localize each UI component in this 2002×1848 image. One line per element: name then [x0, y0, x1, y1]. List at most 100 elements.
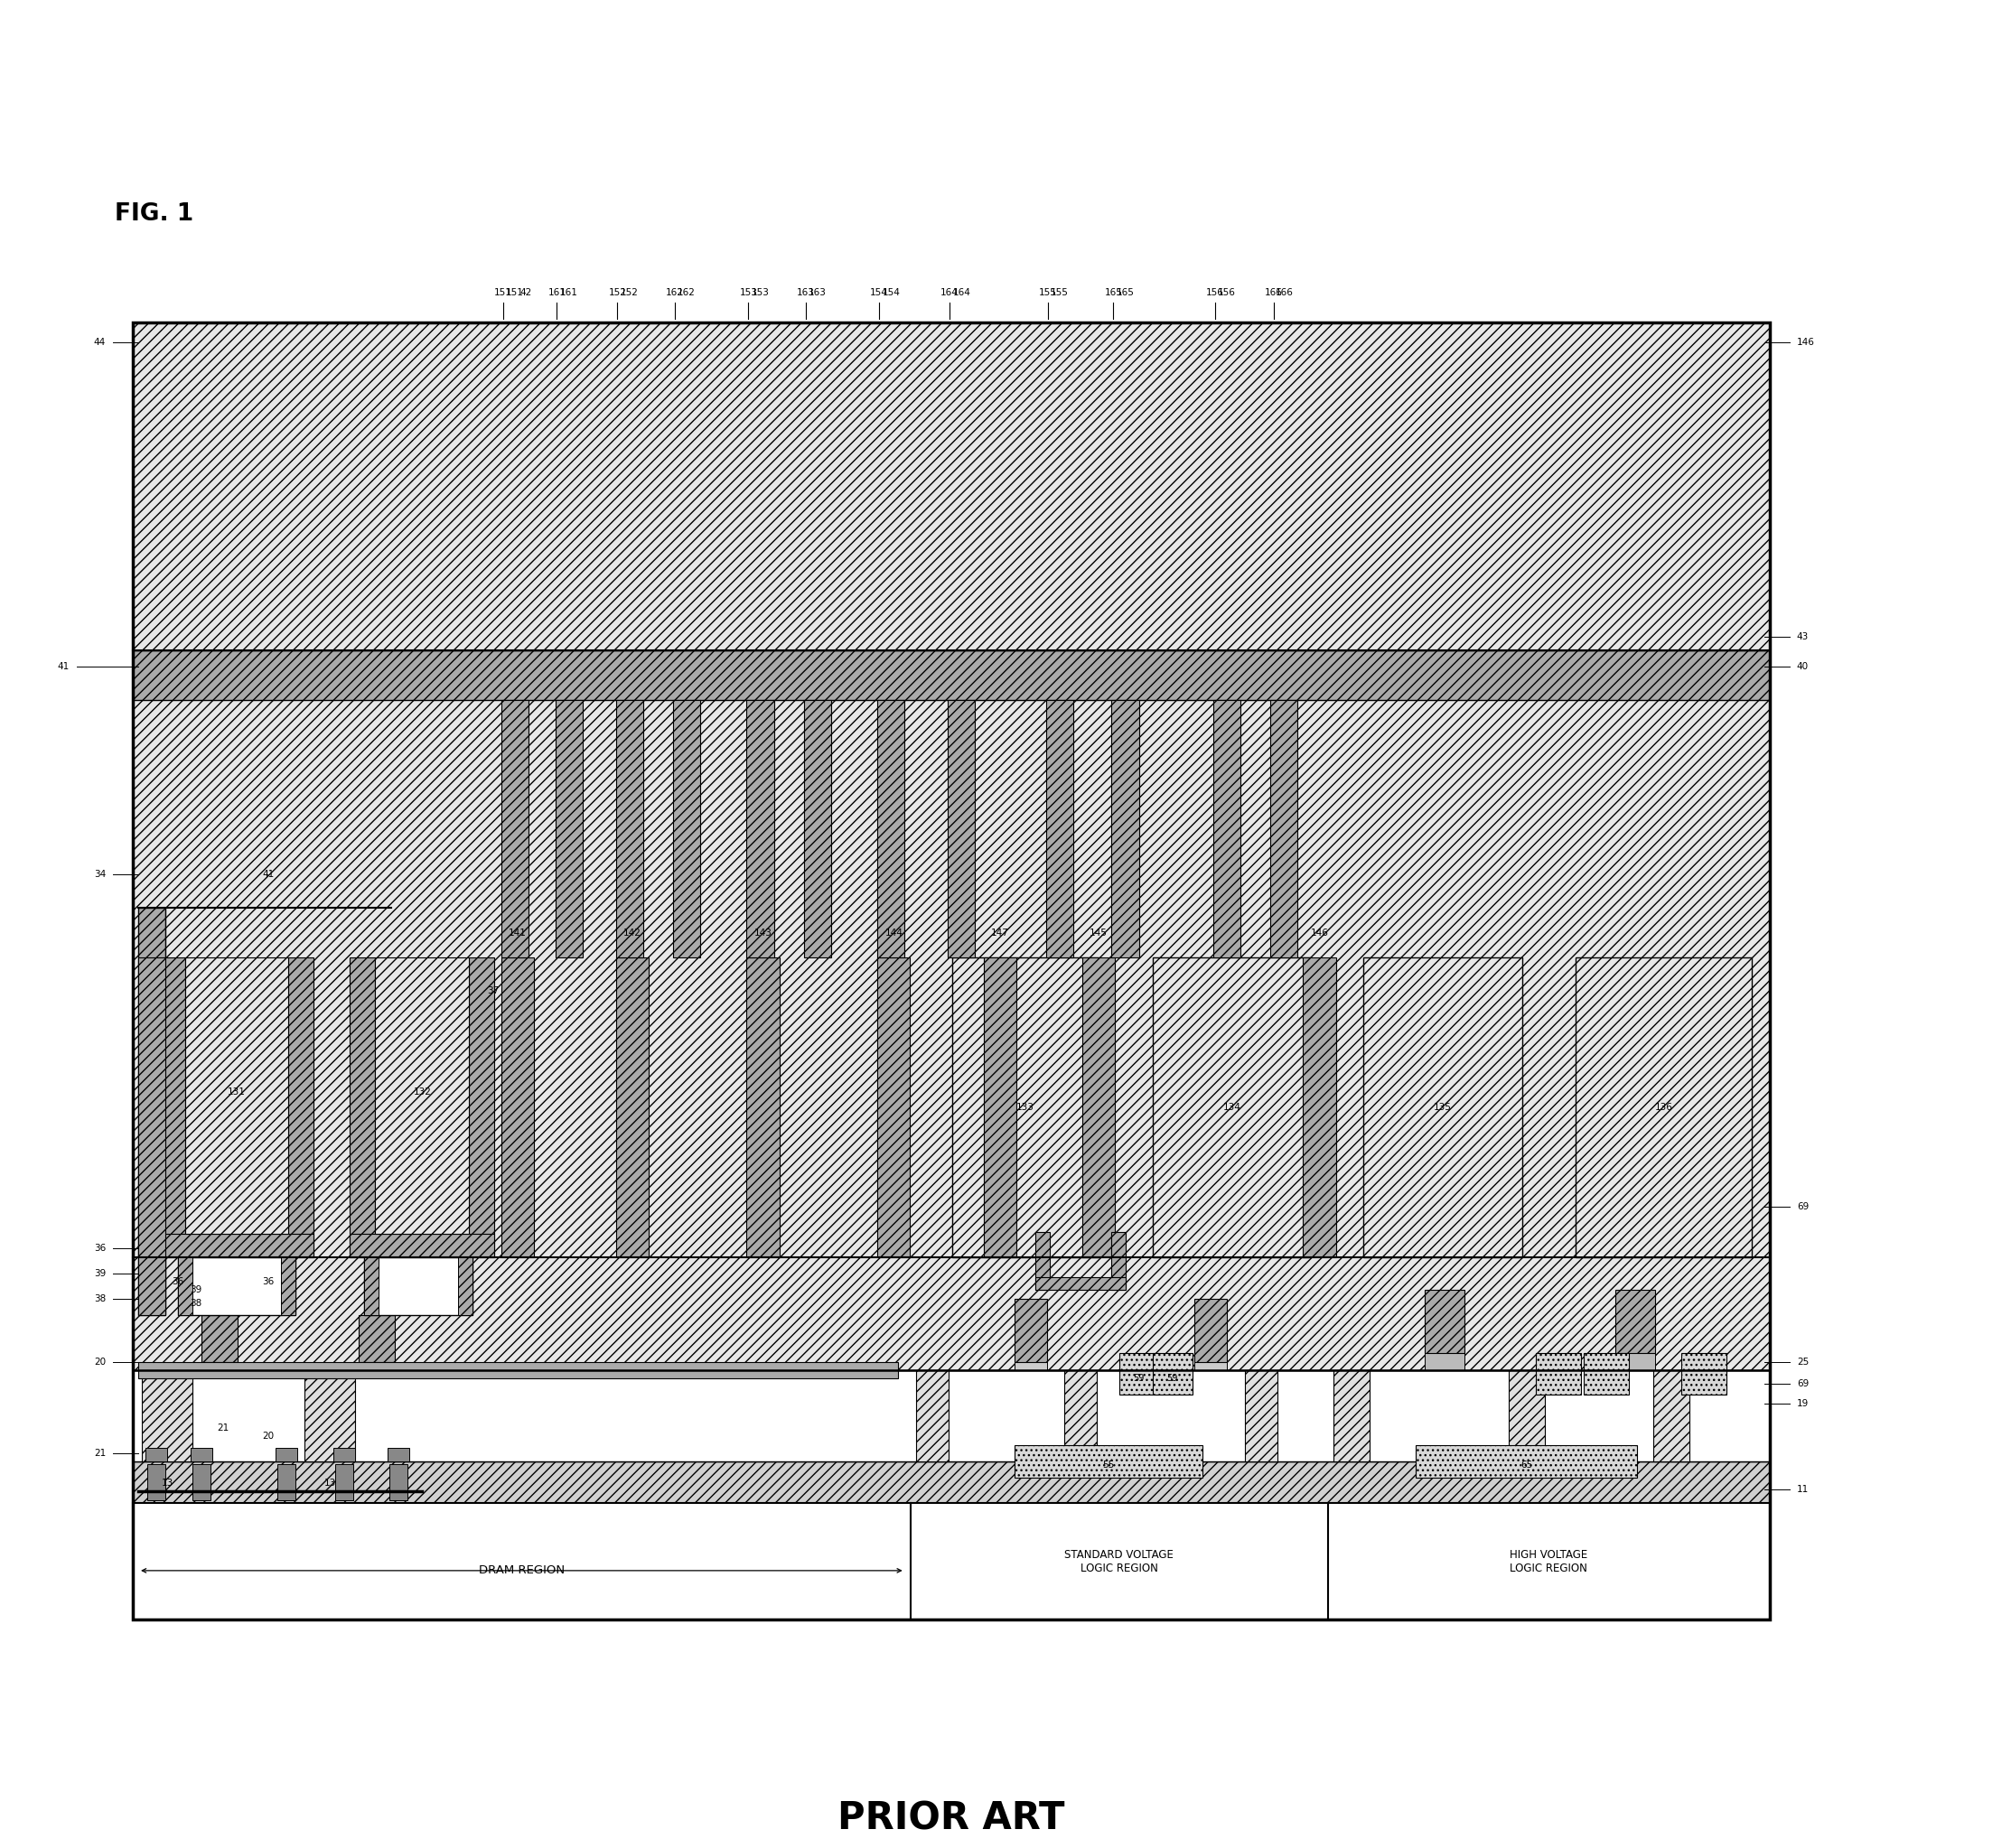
- Bar: [953, 957, 1099, 1257]
- Text: 34: 34: [94, 870, 106, 880]
- Text: 164: 164: [941, 288, 959, 298]
- Bar: [132, 322, 1770, 650]
- Text: 146: 146: [1311, 928, 1329, 937]
- Text: 161: 161: [549, 288, 567, 298]
- Bar: [276, 1449, 298, 1462]
- Text: 20: 20: [262, 1432, 274, 1441]
- Bar: [985, 957, 1017, 1257]
- Text: 152: 152: [621, 288, 639, 298]
- Bar: [1425, 1353, 1465, 1369]
- Text: 59: 59: [1167, 1373, 1177, 1382]
- Bar: [288, 957, 314, 1257]
- Text: PRIOR ART: PRIOR ART: [837, 1800, 1065, 1839]
- Bar: [1271, 700, 1297, 957]
- Bar: [1584, 1353, 1630, 1395]
- Text: 145: 145: [1089, 928, 1107, 937]
- Bar: [364, 1257, 378, 1316]
- Bar: [1153, 1353, 1193, 1395]
- Text: 153: 153: [751, 288, 769, 298]
- Text: DRAM REGION: DRAM REGION: [478, 1565, 565, 1576]
- Bar: [1510, 1369, 1546, 1462]
- Text: 155: 155: [1051, 288, 1069, 298]
- Text: 144: 144: [885, 928, 903, 937]
- Text: 152: 152: [609, 288, 627, 298]
- Text: 156: 156: [1217, 288, 1235, 298]
- Bar: [304, 1369, 354, 1462]
- Bar: [1111, 1233, 1125, 1290]
- Text: FIG. 1: FIG. 1: [114, 203, 194, 225]
- Bar: [202, 1316, 238, 1362]
- Text: 156: 156: [1205, 288, 1223, 298]
- Text: 166: 166: [1275, 288, 1293, 298]
- Bar: [1682, 1353, 1726, 1395]
- Text: 39: 39: [190, 1286, 202, 1295]
- Bar: [1065, 1369, 1097, 1462]
- Text: 131: 131: [228, 1088, 246, 1098]
- Bar: [1047, 700, 1073, 957]
- Bar: [364, 1257, 472, 1316]
- Bar: [1153, 957, 1311, 1257]
- Bar: [747, 700, 775, 957]
- Bar: [915, 1369, 949, 1462]
- Text: 143: 143: [755, 928, 773, 937]
- Bar: [132, 322, 1770, 1619]
- Bar: [1333, 1369, 1369, 1462]
- Text: 164: 164: [953, 288, 971, 298]
- Text: 142: 142: [623, 928, 641, 937]
- Bar: [1035, 1233, 1049, 1290]
- Text: 162: 162: [667, 288, 683, 298]
- Text: 19: 19: [1796, 1399, 1808, 1408]
- Bar: [142, 1369, 192, 1462]
- Bar: [138, 957, 166, 1316]
- Bar: [148, 1464, 166, 1501]
- Text: 41: 41: [262, 870, 274, 880]
- Bar: [1015, 1362, 1047, 1369]
- Text: STANDARD VOLTAGE
LOGIC REGION: STANDARD VOLTAGE LOGIC REGION: [1065, 1549, 1173, 1574]
- Bar: [132, 650, 1770, 700]
- Text: 39: 39: [94, 1270, 106, 1279]
- Text: HIGH VOLTAGE
LOGIC REGION: HIGH VOLTAGE LOGIC REGION: [1510, 1549, 1588, 1574]
- Text: 21: 21: [94, 1449, 106, 1458]
- Bar: [617, 957, 649, 1257]
- Bar: [468, 957, 494, 1257]
- Bar: [1415, 1445, 1638, 1478]
- Bar: [555, 700, 583, 957]
- Bar: [617, 700, 643, 957]
- Bar: [350, 957, 374, 1257]
- Text: 25: 25: [1796, 1356, 1808, 1366]
- Bar: [1536, 1353, 1582, 1395]
- Bar: [178, 1257, 296, 1316]
- Text: 13: 13: [162, 1478, 174, 1488]
- Bar: [374, 957, 468, 1234]
- Bar: [1245, 1369, 1277, 1462]
- Bar: [186, 957, 288, 1234]
- Bar: [132, 322, 1770, 1502]
- Bar: [1213, 700, 1241, 957]
- Text: 162: 162: [677, 288, 695, 298]
- Text: 135: 135: [1433, 1103, 1451, 1112]
- Bar: [1035, 1277, 1125, 1290]
- Bar: [1576, 957, 1752, 1257]
- Bar: [1015, 1445, 1203, 1478]
- Bar: [138, 907, 166, 1316]
- Text: 13: 13: [324, 1478, 336, 1488]
- Text: 166: 166: [1265, 288, 1283, 298]
- Bar: [1425, 1290, 1465, 1353]
- Bar: [500, 700, 529, 957]
- Bar: [390, 1464, 408, 1501]
- Bar: [1083, 957, 1115, 1257]
- Text: 36: 36: [262, 1277, 274, 1286]
- Text: 69: 69: [1796, 1203, 1808, 1212]
- Text: 151: 151: [507, 288, 525, 298]
- Bar: [1303, 957, 1335, 1257]
- Text: 41: 41: [58, 662, 70, 671]
- Bar: [358, 1362, 394, 1369]
- Text: 163: 163: [809, 288, 827, 298]
- Bar: [280, 1257, 296, 1316]
- Bar: [673, 700, 701, 957]
- Text: 21: 21: [218, 1423, 230, 1432]
- Text: 146: 146: [1796, 338, 1814, 347]
- Text: 69: 69: [1796, 1379, 1808, 1388]
- Bar: [458, 1257, 472, 1316]
- Text: 136: 136: [1654, 1103, 1672, 1112]
